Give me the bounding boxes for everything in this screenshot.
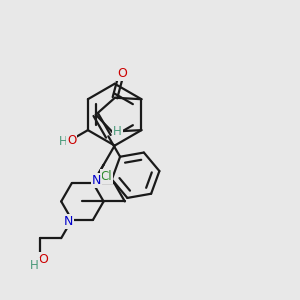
Text: H: H — [59, 135, 68, 148]
Text: O: O — [39, 254, 49, 266]
Text: N: N — [64, 215, 73, 228]
Text: O: O — [67, 134, 76, 147]
Text: N: N — [92, 174, 101, 187]
Text: H: H — [113, 124, 122, 137]
Text: H: H — [30, 259, 39, 272]
Text: O: O — [117, 68, 127, 80]
Text: Cl: Cl — [101, 170, 112, 183]
